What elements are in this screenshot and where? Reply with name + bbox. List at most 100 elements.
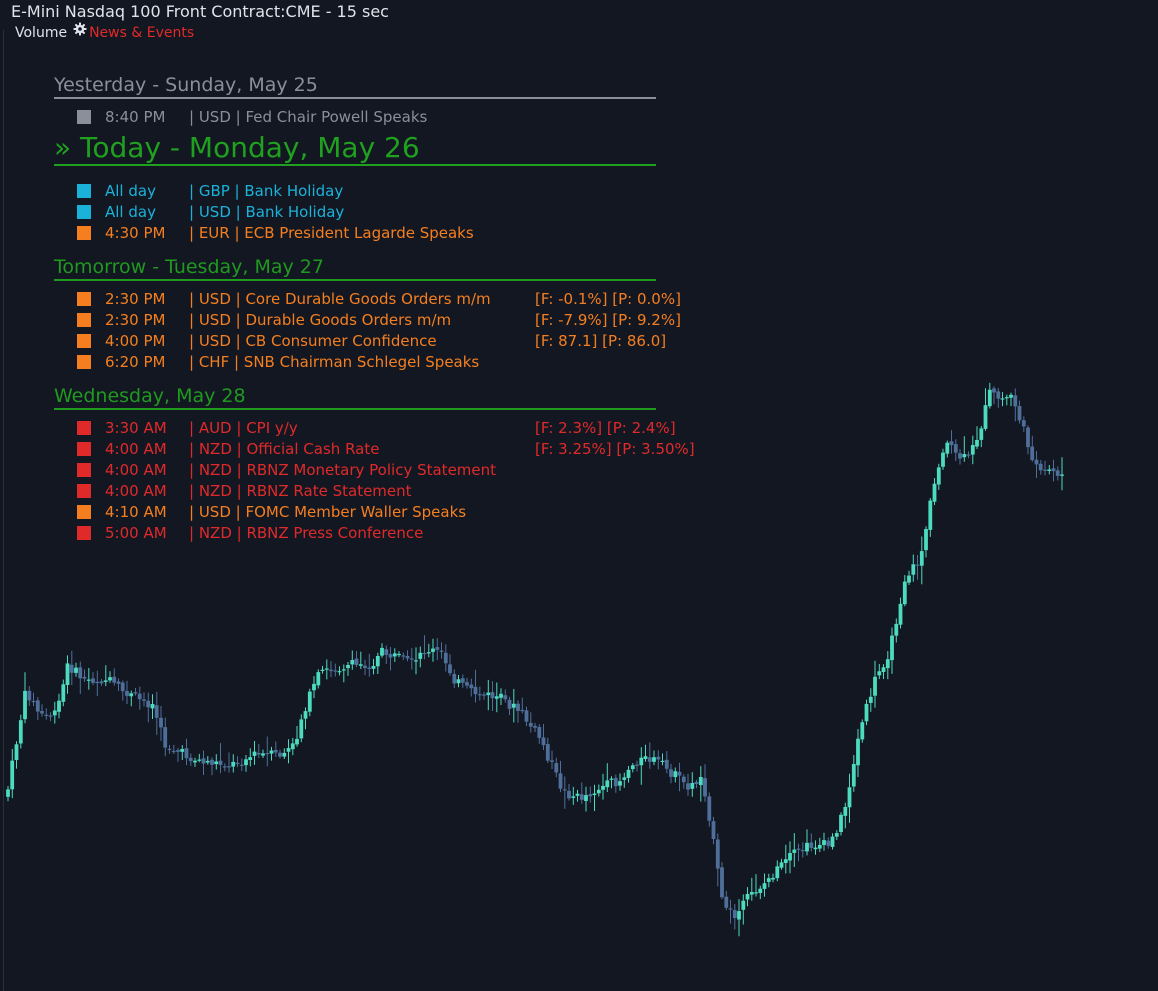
candle-body [894, 623, 899, 636]
candle-body [78, 667, 83, 679]
event-time: All day [105, 203, 156, 221]
candle-body [890, 635, 894, 661]
candle-body [150, 704, 155, 709]
candle-body [176, 750, 180, 752]
candle-body [422, 653, 427, 655]
day-header: » Today - Monday, May 26 [54, 134, 656, 166]
candle-body [1026, 427, 1030, 448]
gear-icon[interactable] [73, 22, 87, 36]
event-forecast-previous: [F: 2.3%] [P: 2.4%] [535, 419, 676, 437]
candle-body [324, 668, 329, 670]
candle-body [142, 699, 146, 701]
candle-body [384, 649, 389, 655]
impact-square-icon [77, 484, 91, 498]
candle-body [856, 738, 860, 766]
candle-body [112, 676, 117, 683]
candle-body [1030, 446, 1035, 460]
candle-body [282, 752, 287, 757]
impact-square-icon [77, 184, 91, 198]
candle-body [596, 789, 601, 794]
candle-body [269, 750, 274, 754]
candle-body [562, 789, 567, 791]
candle-body [405, 656, 410, 659]
day-header: Tomorrow - Tuesday, May 27 [54, 258, 656, 281]
event-description: | USD | FOMC Member Waller Speaks [189, 503, 467, 521]
candle-body [511, 703, 516, 708]
candle-body [392, 653, 397, 657]
candle-body [14, 744, 19, 760]
event-time: 3:30 AM [105, 419, 167, 437]
news-events-indicator-label[interactable]: News & Events [89, 25, 195, 41]
candle-body [426, 652, 431, 654]
candle-body [197, 759, 202, 761]
candle-body [180, 749, 185, 752]
event-description: | USD | Core Durable Goods Orders m/m [189, 290, 491, 308]
event-time: 6:20 PM [105, 353, 166, 371]
candle-body [52, 710, 57, 716]
candle-body [499, 693, 503, 698]
event-description: | AUD | CPI y/y [189, 419, 298, 437]
candle-body [193, 760, 197, 763]
candle-body [367, 667, 372, 669]
day-header-underline [54, 97, 656, 99]
candle-body [265, 753, 270, 755]
impact-square-icon [77, 526, 91, 540]
candle-body [65, 663, 70, 685]
candle-body [537, 727, 542, 738]
candle-body [524, 710, 529, 722]
impact-square-icon [77, 226, 91, 240]
candle-body [159, 717, 163, 728]
candle-body [647, 757, 652, 762]
candle-body [749, 892, 754, 895]
candle-body [953, 444, 958, 453]
candle-body [61, 684, 66, 702]
event-description: | USD | CB Consumer Confidence [189, 332, 437, 350]
candle-body [737, 911, 741, 920]
candle-body [703, 778, 707, 797]
candle-body [494, 696, 499, 699]
candle-body [800, 850, 805, 852]
candle-body [167, 748, 172, 750]
volume-indicator-label[interactable]: Volume [15, 25, 68, 41]
event-time: 2:30 PM [105, 311, 166, 329]
candle-body [146, 700, 151, 708]
candle-body [86, 679, 91, 681]
impact-square-icon [77, 205, 91, 219]
chart-title: E-Mini Nasdaq 100 Front Contract:CME - 1… [11, 2, 389, 21]
candle-body [822, 840, 826, 845]
candle-body [329, 669, 333, 672]
candle-body [588, 794, 593, 797]
candle-body [550, 760, 554, 762]
candle-body [915, 564, 920, 566]
candle-body [664, 759, 669, 769]
candle-body [443, 652, 448, 664]
candle-body [1034, 459, 1039, 465]
candle-body [116, 681, 121, 684]
candle-body [448, 664, 452, 674]
candle-body [44, 714, 49, 716]
candle-body [1013, 395, 1018, 407]
candle-body [766, 878, 771, 882]
candle-body [69, 664, 74, 673]
day-header-label: » Today - Monday, May 26 [54, 131, 420, 164]
candle-body [724, 896, 729, 908]
candle-body [1051, 468, 1056, 472]
candle-body [966, 454, 971, 456]
candle-body [979, 428, 984, 440]
candle-body [779, 862, 784, 868]
candle-body [949, 441, 954, 446]
candle-body [303, 711, 308, 719]
candle-body [677, 771, 682, 776]
day-header: Yesterday - Sunday, May 25 [54, 76, 656, 99]
candle-body [1038, 463, 1043, 471]
candle-body [868, 696, 873, 703]
event-time: 4:00 AM [105, 461, 167, 479]
candle-body [154, 705, 159, 718]
candle-body [184, 748, 189, 759]
candle-body [507, 699, 512, 709]
candle-body [864, 703, 869, 722]
candle-body [99, 681, 104, 684]
candle-body [686, 783, 690, 790]
